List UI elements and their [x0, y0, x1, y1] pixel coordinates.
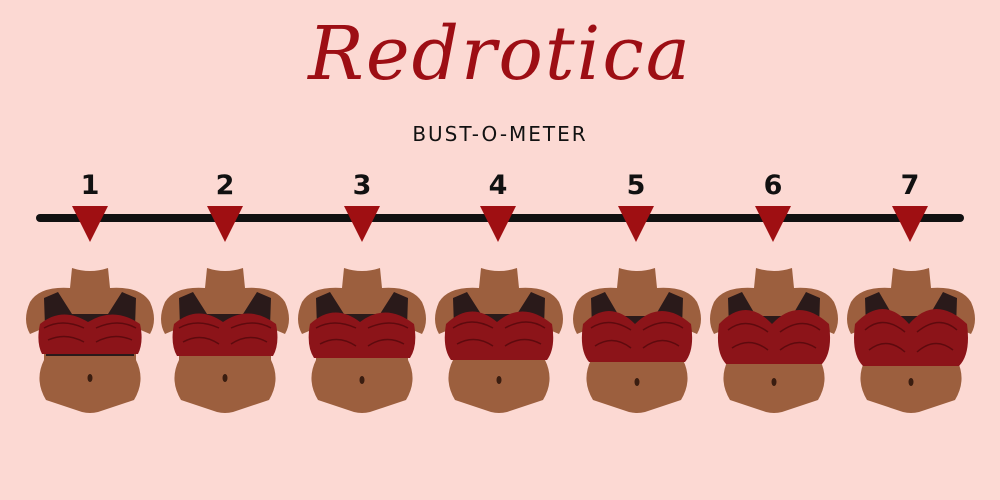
- marker-4: [480, 206, 516, 242]
- torso-illustration-2: [161, 268, 289, 413]
- scale-label-4: 4: [488, 170, 508, 201]
- scale-label-1: 1: [80, 170, 100, 201]
- marker-5: [618, 206, 654, 242]
- torso-illustration-5: [573, 268, 701, 413]
- torso-illustration-3: [298, 268, 426, 413]
- torso-illustration-7: [847, 268, 975, 413]
- scale-label-7: 7: [900, 170, 920, 201]
- scale-label-3: 3: [352, 170, 372, 201]
- torso-illustration-1: [26, 268, 154, 413]
- scale-label-5: 5: [626, 170, 646, 201]
- scale-label-2: 2: [215, 170, 235, 201]
- page-subtitle: BUST-O-METER: [412, 122, 588, 146]
- marker-1: [72, 206, 108, 242]
- marker-2: [207, 206, 243, 242]
- torso-illustration-4: [435, 268, 563, 413]
- brand-logo: Redrotica: [308, 11, 692, 97]
- marker-7: [892, 206, 928, 242]
- marker-6: [755, 206, 791, 242]
- marker-3: [344, 206, 380, 242]
- scale-label-6: 6: [763, 170, 783, 201]
- torso-illustration-6: [710, 268, 838, 413]
